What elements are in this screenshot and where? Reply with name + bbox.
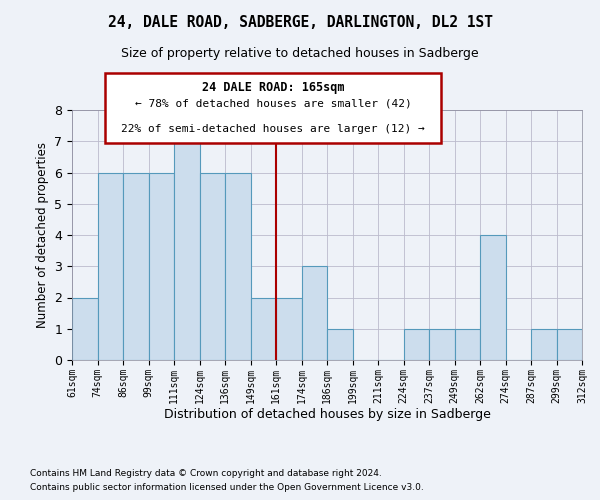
Bar [174,141,199,360]
Bar [251,298,276,360]
Bar [531,329,557,360]
Bar [455,329,480,360]
Bar [123,172,149,360]
Text: ← 78% of detached houses are smaller (42): ← 78% of detached houses are smaller (42… [134,98,412,108]
Y-axis label: Number of detached properties: Number of detached properties [36,142,49,328]
Bar [276,298,302,360]
Text: 24, DALE ROAD, SADBERGE, DARLINGTON, DL2 1ST: 24, DALE ROAD, SADBERGE, DARLINGTON, DL2… [107,15,493,30]
Bar [149,172,174,360]
Bar [557,329,582,360]
Bar [72,298,97,360]
Bar [302,266,327,360]
Bar [199,172,225,360]
Bar [404,329,429,360]
Bar [327,329,353,360]
Bar [480,235,505,360]
Text: 24 DALE ROAD: 165sqm: 24 DALE ROAD: 165sqm [202,82,344,94]
Bar [105,72,441,142]
Bar [429,329,455,360]
Text: Contains HM Land Registry data © Crown copyright and database right 2024.: Contains HM Land Registry data © Crown c… [30,468,382,477]
Bar [97,172,123,360]
Text: 22% of semi-detached houses are larger (12) →: 22% of semi-detached houses are larger (… [121,124,425,134]
Bar [225,172,251,360]
Text: Size of property relative to detached houses in Sadberge: Size of property relative to detached ho… [121,48,479,60]
X-axis label: Distribution of detached houses by size in Sadberge: Distribution of detached houses by size … [164,408,490,422]
Text: Contains public sector information licensed under the Open Government Licence v3: Contains public sector information licen… [30,484,424,492]
